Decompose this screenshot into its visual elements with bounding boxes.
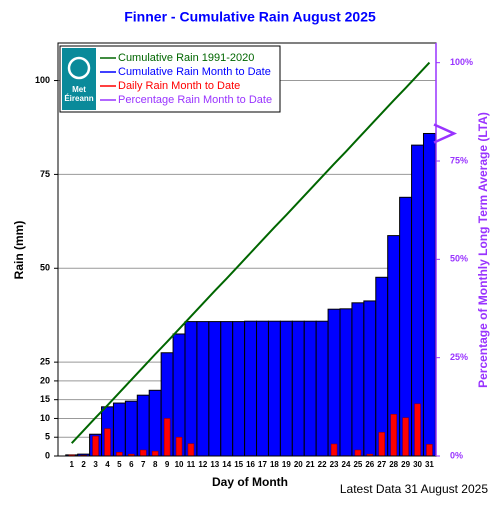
y-tick-label: 5 [45,432,50,442]
x-tick-label: 30 [413,460,422,469]
logo-text: Éireann [64,94,93,103]
y-tick-label: 10 [40,413,50,423]
y2-tick-label: 50% [450,254,468,264]
x-tick-label: 25 [353,460,362,469]
bar [140,450,146,456]
bar [221,322,233,456]
bar [185,322,197,456]
x-tick-label: 29 [401,460,410,469]
bar [164,418,170,456]
y-tick-label: 75 [40,169,50,179]
x-tick-label: 18 [270,460,279,469]
x-tick-label: 9 [165,460,170,469]
bar [376,277,388,456]
bar [355,450,361,456]
y-tick-label: 20 [40,375,50,385]
bar [304,321,316,456]
y2-tick-label: 100% [450,57,473,67]
legend-label: Daily Rain Month to Date [118,80,240,92]
x-tick-label: 19 [282,460,291,469]
x-tick-label: 4 [105,460,110,469]
bar [328,309,340,456]
y-tick-label: 0 [45,450,50,460]
legend-label: Cumulative Rain Month to Date [118,66,271,78]
x-tick-label: 12 [198,460,207,469]
y2-tick-label: 25% [450,352,468,362]
y2-tick-label: 75% [450,155,468,165]
bar [257,321,269,456]
x-tick-label: 3 [93,460,98,469]
x-tick-label: 2 [81,460,86,469]
x-tick-label: 7 [141,460,146,469]
bar [268,321,280,456]
x-tick-label: 5 [117,460,122,469]
x-tick-label: 6 [129,460,134,469]
bar [197,322,209,456]
y2-axis-label: Percentage of Monthly Long Term Average … [476,112,490,388]
x-tick-label: 28 [389,460,398,469]
bar [105,429,111,456]
bar [316,321,328,456]
bar [379,432,385,456]
y-axis-label: Rain (mm) [12,221,26,280]
marker [434,124,454,142]
legend-label: Percentage Rain Month to Date [118,94,272,106]
y-tick-label: 15 [40,394,50,404]
x-tick-label: 13 [210,460,219,469]
x-tick-label: 14 [222,460,231,469]
bar [280,321,292,456]
bar [423,133,435,456]
bar [400,197,412,456]
bar [188,444,194,456]
bar [137,395,149,456]
bar [116,452,122,456]
bar [415,404,421,456]
x-tick-label: 27 [377,460,386,469]
x-tick-label: 10 [175,460,184,469]
footer: Latest Data 31 August 2025 [340,482,488,496]
x-tick-label: 15 [234,460,243,469]
bar [233,322,245,456]
y-tick-label: 50 [40,263,50,273]
x-tick-label: 26 [365,460,374,469]
chart-title: Finner - Cumulative Rain August 2025 [124,9,376,25]
x-tick-label: 11 [187,460,196,469]
x-tick-label: 8 [153,460,158,469]
bar [352,303,364,456]
legend-label: Cumulative Rain 1991-2020 [118,52,254,64]
bar [209,322,221,456]
bar [93,436,99,456]
x-tick-label: 16 [246,460,255,469]
bar [176,437,182,456]
bar [152,451,158,456]
bar [340,309,352,456]
bar [364,301,376,456]
bar [245,321,257,456]
bar [403,418,409,456]
x-tick-label: 21 [306,460,315,469]
bar [331,444,337,456]
y2-tick-label: 0% [450,450,463,460]
x-tick-label: 1 [69,460,74,469]
x-tick-label: 17 [258,460,267,469]
bar [292,321,304,456]
x-tick-label: 31 [425,460,434,469]
bar [149,390,161,456]
x-tick-label: 23 [330,460,339,469]
y-tick-label: 25 [40,357,50,367]
logo-text: Met [72,85,86,94]
bar [113,403,125,456]
x-tick-label: 20 [294,460,303,469]
bar [426,444,432,456]
bar [125,401,137,456]
x-axis-label: Day of Month [212,475,288,489]
x-tick-label: 24 [342,460,351,469]
x-tick-label: 22 [318,460,327,469]
bar [391,414,397,456]
y-tick-label: 100 [35,75,50,85]
